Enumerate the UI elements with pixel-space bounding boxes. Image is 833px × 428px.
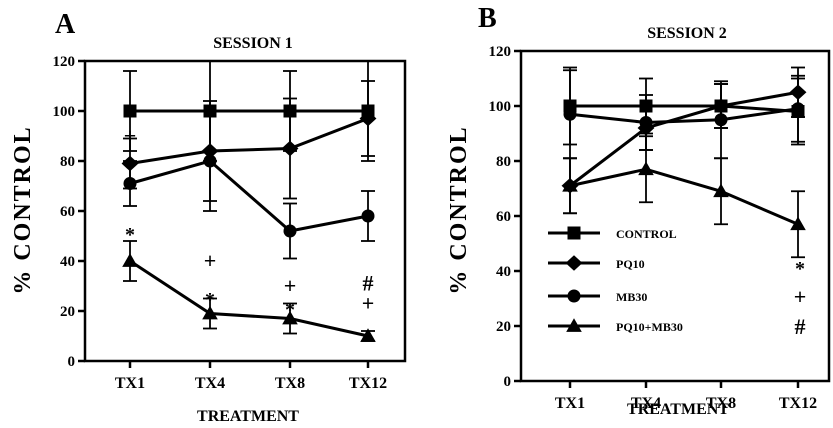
significance-mark: * — [285, 299, 295, 321]
panel-a-title: SESSION 1 — [213, 35, 293, 52]
series-pq10-line — [569, 90, 799, 187]
y-tick-label: 0 — [504, 374, 512, 390]
series-pq10 — [121, 80, 377, 202]
series-control-line — [570, 104, 799, 113]
panel-b-title: SESSION 2 — [647, 25, 727, 42]
series-mb30-line — [129, 159, 369, 233]
x-tick-label: TX8 — [706, 395, 736, 412]
panel-a: A SESSION 1 % CONTROL TREATMENT 0 20 40 60 8… — [10, 9, 407, 425]
legend-swatch-marker — [565, 255, 583, 271]
series-mb30-point — [639, 116, 653, 129]
series-mb30-point — [123, 177, 137, 190]
y-tick-label: 40 — [496, 264, 511, 280]
x-tick-label: TX4 — [195, 375, 225, 392]
series-mb30-point — [283, 224, 297, 238]
legend-swatch-marker — [566, 318, 582, 332]
series-pq10-point — [359, 110, 377, 127]
legend-swatch-marker — [567, 289, 581, 303]
series-mb30-point — [563, 107, 577, 121]
significance-mark: # — [363, 271, 374, 296]
y-tick-label: 120 — [489, 44, 512, 60]
series-control — [123, 60, 375, 162]
series-pq10mb30-point — [562, 177, 578, 192]
y-tick-label: 0 — [68, 354, 76, 370]
significance-mark: * — [205, 289, 215, 311]
y-tick-label: 120 — [53, 54, 76, 70]
series-pq10mb30-point — [202, 305, 218, 320]
panel-a-ylabel: % CONTROL — [10, 125, 36, 294]
series-mb30-point — [791, 102, 805, 116]
series-mb30-point — [361, 209, 375, 223]
legend-significance-symbol: # — [795, 314, 806, 339]
legend-item-pq10mb30: PQ10+MB30 # — [548, 314, 806, 339]
x-tick-label: TX12 — [779, 395, 817, 412]
significance-mark: + — [204, 248, 217, 273]
panel-b-xlabel: TREATMENT — [627, 401, 729, 418]
y-tick-label: 100 — [53, 104, 76, 120]
x-tick-label: TX1 — [115, 375, 145, 392]
panel-a-xlabel: TREATMENT — [197, 408, 299, 425]
series-pq10mb30-line — [569, 167, 799, 226]
legend-item-control: CONTROL — [548, 226, 677, 241]
panel-b: B SESSION 2 % CONTROL TREATMENT 0 20 40 60 8… — [446, 3, 831, 418]
legend-item-pq10: PQ10 * — [548, 255, 805, 280]
series-control-point — [123, 104, 137, 118]
legend-significance-symbol: * — [795, 258, 805, 280]
y-tick-label: 40 — [60, 254, 75, 270]
series-mb30-point — [714, 113, 728, 127]
legend-label: PQ10+MB30 — [616, 320, 683, 334]
panel-b-letter: B — [478, 3, 497, 34]
series-pq10mb30-point — [122, 253, 138, 267]
series-pq10mb30-point — [790, 216, 806, 231]
series-pq10mb30-point — [282, 310, 298, 325]
significance-mark: + — [284, 273, 297, 298]
series-pq10mb30-point — [360, 328, 376, 342]
series-control — [563, 66, 805, 146]
series-pq10-line — [129, 117, 369, 165]
series-pq10 — [561, 66, 807, 215]
panel-b-plot: 0 20 40 60 80 100 120 TX1 TX4 TX8 TX12 CONTROL PQ10 *… — [489, 44, 831, 412]
series-mb30-line — [569, 107, 799, 125]
series-pq10-point — [281, 140, 299, 157]
y-tick-label: 80 — [496, 154, 511, 170]
series-mb30 — [563, 69, 805, 160]
y-tick-label: 80 — [60, 154, 75, 170]
panel-b-ylabel: % CONTROL — [446, 125, 472, 294]
significance-mark: + — [362, 291, 375, 316]
series-pq10mb30-point — [713, 183, 729, 198]
significance-mark: + — [124, 123, 137, 148]
series-pq10mb30-point — [638, 161, 654, 176]
legend-label: MB30 — [616, 290, 647, 304]
legend-label: CONTROL — [616, 227, 677, 241]
series-pq10mb30 — [562, 135, 806, 259]
x-tick-label: TX8 — [275, 375, 305, 392]
legend-swatch-marker — [567, 226, 581, 240]
significance-mark: * — [125, 224, 135, 246]
panel-a-letter: A — [55, 9, 76, 40]
x-tick-label: TX4 — [631, 395, 661, 412]
y-tick-label: 60 — [60, 204, 75, 220]
y-tick-label: 100 — [489, 99, 512, 115]
series-pq10mb30 — [122, 240, 376, 342]
x-tick-label: TX12 — [349, 375, 387, 392]
series-mb30 — [123, 110, 375, 260]
y-tick-label: 60 — [496, 209, 511, 225]
series-mb30-point — [203, 154, 217, 168]
y-tick-label: 20 — [496, 319, 511, 335]
y-tick-label: 20 — [60, 304, 75, 320]
legend-item-mb30: MB30 + — [548, 284, 806, 309]
legend-label: PQ10 — [616, 257, 645, 271]
series-pq10mb30-line — [129, 259, 369, 338]
x-tick-label: TX1 — [555, 395, 585, 412]
legend-significance-symbol: + — [794, 284, 807, 309]
